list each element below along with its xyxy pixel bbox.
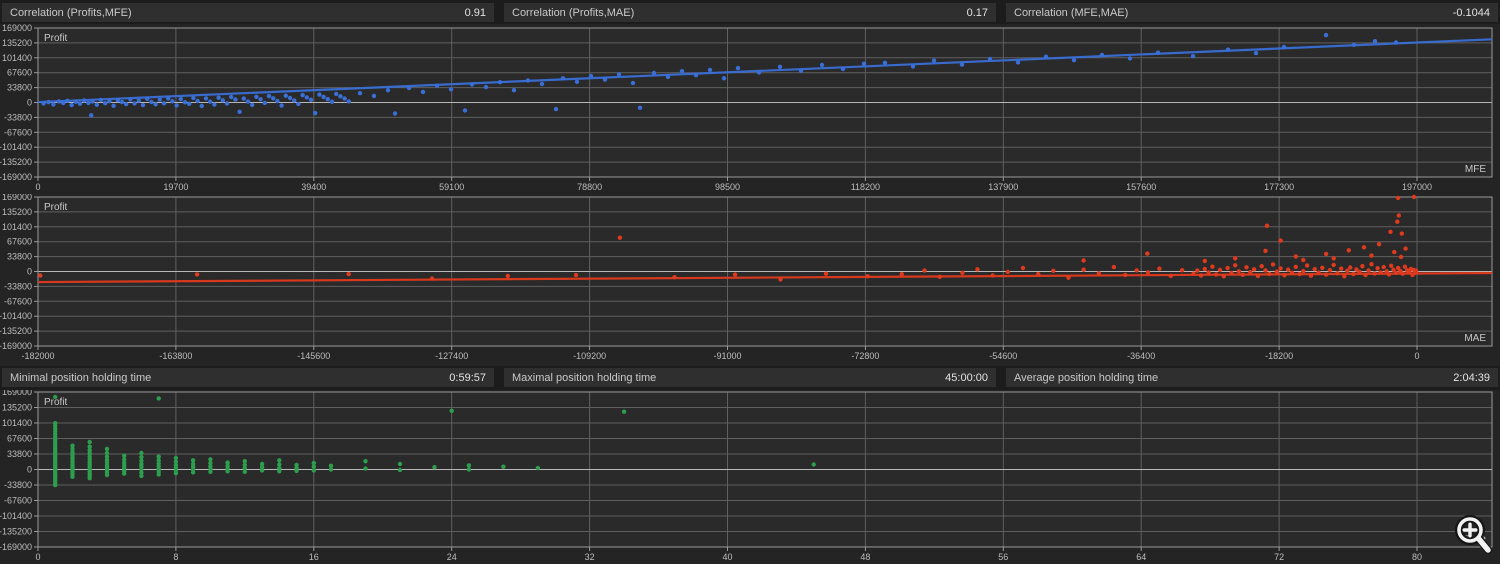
stat-correlation-profits-mae: Correlation (Profits,MAE) 0.17 — [504, 3, 996, 22]
stat-label: Correlation (MFE,MAE) — [1014, 6, 1129, 19]
profit-vs-mfe-chart[interactable]: 0 19700 39400 59100 78800 98500 118200 137900 15… — [0, 24, 1500, 194]
stat-max-holding-time: Maximal position holding time 45:00:00 — [504, 368, 996, 387]
svg-text:67600: 67600 — [7, 434, 32, 444]
svg-text:0: 0 — [27, 267, 32, 277]
stat-avg-holding-time: Average position holding time 2:04:39 — [1006, 368, 1498, 387]
profit-vs-mae-chart[interactable]: -182000 -163800 -145600 -127400 -109200 -9100… — [0, 194, 1500, 366]
svg-text:0: 0 — [27, 465, 32, 475]
svg-text:40: 40 — [722, 552, 732, 562]
stat-label: Correlation (Profits,MAE) — [512, 6, 635, 19]
svg-text:8: 8 — [173, 552, 178, 562]
svg-text:-182000: -182000 — [21, 351, 54, 361]
svg-text:-135200: -135200 — [0, 326, 32, 336]
svg-text:118200: 118200 — [851, 182, 880, 192]
svg-text:169000: 169000 — [2, 24, 32, 33]
svg-text:157600: 157600 — [1126, 182, 1156, 192]
stat-value: 0:59:57 — [449, 371, 486, 384]
profit-vs-holding-time-canvas[interactable]: 0 8 16 24 32 40 48 56 64 72 80 169000 135200 101400 67… — [0, 390, 1500, 564]
svg-text:-67600: -67600 — [4, 127, 32, 137]
svg-text:MAE: MAE — [1464, 333, 1486, 344]
svg-text:MFE: MFE — [1465, 164, 1486, 175]
svg-text:Profit: Profit — [44, 397, 68, 408]
svg-text:177300: 177300 — [1264, 182, 1294, 192]
svg-text:24: 24 — [447, 552, 457, 562]
svg-text:-33800: -33800 — [4, 112, 32, 122]
svg-text:16: 16 — [309, 552, 319, 562]
svg-text:0: 0 — [35, 182, 40, 192]
svg-text:19700: 19700 — [163, 182, 188, 192]
svg-text:0: 0 — [27, 98, 32, 108]
svg-text:101400: 101400 — [2, 222, 32, 232]
svg-text:-145600: -145600 — [297, 351, 330, 361]
svg-text:-101400: -101400 — [0, 311, 32, 321]
svg-text:-127400: -127400 — [435, 351, 468, 361]
svg-text:-101400: -101400 — [0, 511, 32, 521]
svg-text:33800: 33800 — [7, 83, 32, 93]
svg-text:64: 64 — [1136, 552, 1146, 562]
svg-text:-33800: -33800 — [4, 281, 32, 291]
stat-min-holding-time: Minimal position holding time 0:59:57 — [2, 368, 494, 387]
svg-text:-18200: -18200 — [1265, 351, 1293, 361]
svg-text:-101400: -101400 — [0, 142, 32, 152]
stat-value: 0.17 — [966, 6, 988, 19]
svg-text:32: 32 — [585, 552, 595, 562]
stat-value: 2:04:39 — [1453, 371, 1490, 384]
svg-text:169000: 169000 — [2, 390, 32, 397]
svg-text:39400: 39400 — [301, 182, 326, 192]
svg-text:169000: 169000 — [2, 194, 32, 202]
svg-text:135200: 135200 — [2, 207, 32, 217]
svg-text:98500: 98500 — [715, 182, 740, 192]
svg-text:72: 72 — [1274, 552, 1284, 562]
svg-text:Profit: Profit — [44, 33, 68, 44]
svg-text:-163800: -163800 — [159, 351, 192, 361]
svg-text:Profit: Profit — [44, 202, 68, 213]
profit-vs-time-chart[interactable]: 0 8 16 24 32 40 48 56 64 72 80 169000 135200 101400 67… — [0, 390, 1500, 564]
svg-text:-169000: -169000 — [0, 341, 32, 351]
svg-text:197000: 197000 — [1402, 182, 1432, 192]
svg-text:0: 0 — [1414, 351, 1419, 361]
svg-text:-169000: -169000 — [0, 172, 32, 182]
magnifier-plus-icon — [1455, 515, 1492, 554]
svg-text:80: 80 — [1412, 552, 1422, 562]
svg-text:33800: 33800 — [7, 252, 32, 262]
svg-text:-67600: -67600 — [4, 496, 32, 506]
stat-label: Correlation (Profits,MFE) — [10, 6, 132, 19]
svg-text:59100: 59100 — [439, 182, 464, 192]
svg-text:137900: 137900 — [988, 182, 1018, 192]
svg-text:-36400: -36400 — [1127, 351, 1155, 361]
stat-correlation-mfe-mae: Correlation (MFE,MAE) -0.1044 — [1006, 3, 1498, 22]
stat-label: Average position holding time — [1014, 371, 1159, 384]
svg-text:-67600: -67600 — [4, 296, 32, 306]
svg-text:135200: 135200 — [2, 38, 32, 48]
svg-text:-33800: -33800 — [4, 480, 32, 490]
svg-text:78800: 78800 — [577, 182, 602, 192]
stat-correlation-profits-mfe: Correlation (Profits,MFE) 0.91 — [2, 3, 494, 22]
stat-value: -0.1044 — [1452, 6, 1490, 19]
svg-text:-135200: -135200 — [0, 157, 32, 167]
svg-text:-91000: -91000 — [713, 351, 741, 361]
holding-time-stats-bar: Minimal position holding time 0:59:57 Ma… — [2, 368, 1498, 387]
svg-text:33800: 33800 — [7, 449, 32, 459]
svg-text:-169000: -169000 — [0, 542, 32, 552]
svg-text:-54600: -54600 — [989, 351, 1017, 361]
svg-text:-72800: -72800 — [851, 351, 879, 361]
svg-text:0: 0 — [35, 552, 40, 562]
zoom-in-button[interactable] — [1450, 512, 1496, 558]
stat-label: Minimal position holding time — [10, 371, 152, 384]
svg-text:67600: 67600 — [7, 68, 32, 78]
svg-text:67600: 67600 — [7, 237, 32, 247]
svg-text:48: 48 — [860, 552, 870, 562]
stat-value: 0.91 — [464, 6, 486, 19]
svg-text:-135200: -135200 — [0, 527, 32, 537]
svg-text:56: 56 — [998, 552, 1008, 562]
profit-vs-mfe-canvas[interactable]: 0 19700 39400 59100 78800 98500 118200 137900 15… — [0, 24, 1500, 194]
stat-value: 45:00:00 — [945, 371, 988, 384]
stat-label: Maximal position holding time — [512, 371, 657, 384]
correlation-stats-bar: Correlation (Profits,MFE) 0.91 Correlati… — [2, 3, 1498, 22]
svg-text:101400: 101400 — [2, 418, 32, 428]
svg-text:135200: 135200 — [2, 403, 32, 413]
svg-text:-109200: -109200 — [573, 351, 606, 361]
profit-vs-mae-canvas[interactable]: -182000 -163800 -145600 -127400 -109200 -9100… — [0, 194, 1500, 366]
svg-text:101400: 101400 — [2, 53, 32, 63]
